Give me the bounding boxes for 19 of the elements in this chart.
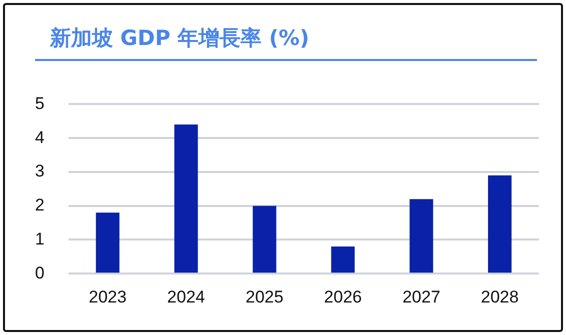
chart-title: 新加坡 GDP 年增長率 (%) (50, 25, 310, 52)
y-tick-label: 4 (34, 128, 44, 147)
y-tick-label: 5 (34, 94, 44, 113)
x-tick-label: 2025 (246, 287, 284, 306)
x-tick-label: 2026 (324, 287, 362, 306)
y-tick-label: 1 (34, 229, 44, 248)
y-tick-label: 3 (34, 162, 44, 181)
bar (488, 175, 512, 273)
y-tick-label: 2 (34, 196, 44, 215)
bar (252, 206, 276, 273)
y-tick-label: 0 (34, 263, 44, 282)
x-tick-label: 2024 (167, 287, 206, 306)
bar (174, 124, 198, 273)
bar (331, 246, 355, 273)
x-tick-label: 2027 (402, 287, 440, 306)
bar (96, 212, 120, 273)
x-tick-label: 2028 (480, 287, 519, 306)
bar (410, 199, 434, 273)
x-tick-label: 2023 (88, 287, 127, 306)
